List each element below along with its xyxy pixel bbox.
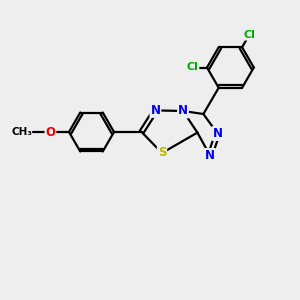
Text: Cl: Cl [243,30,255,40]
Text: N: N [212,127,223,140]
Text: S: S [158,146,166,160]
Text: Cl: Cl [187,62,198,73]
Text: CH₃: CH₃ [11,127,32,137]
Text: N: N [205,149,215,162]
Text: N: N [150,104,161,117]
Text: O: O [45,125,56,139]
Text: N: N [178,104,188,118]
